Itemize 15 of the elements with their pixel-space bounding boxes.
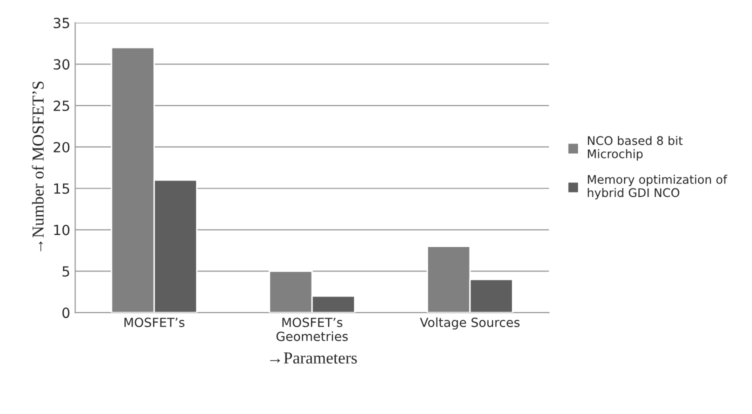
x-tick-label: MOSFET’s Geometries: [276, 318, 348, 342]
legend-label: Memory optimization of hybrid GDI NCO: [588, 174, 728, 200]
y-tick-label: 5: [62, 266, 70, 277]
x-axis-title: →Parameters: [270, 352, 357, 364]
y-tick-label: 35: [54, 18, 70, 28]
x-tick-label: Voltage Sources: [420, 317, 520, 330]
y-tick-label: 15: [54, 184, 70, 194]
y-axis-title: →Number of MOSFET’S: [32, 82, 44, 252]
x-tick-label: MOSFET’s: [124, 318, 184, 328]
y-tick-label: 20: [54, 142, 70, 152]
y-tick-label: 0: [62, 308, 70, 318]
y-tick-label: 25: [54, 100, 70, 112]
y-tick-label: 10: [54, 224, 70, 236]
legend-label: NCO based 8 bit Microchip: [588, 136, 683, 161]
y-tick-label: 30: [54, 59, 70, 70]
